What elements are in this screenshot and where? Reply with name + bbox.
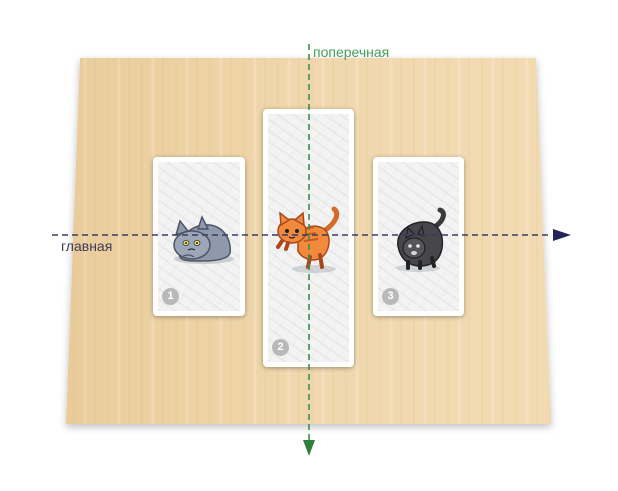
main-axis-label: главная (61, 238, 113, 254)
cross-axis-label: поперечная (313, 44, 390, 60)
item-number-badge: 2 (272, 339, 289, 356)
flex-item-2: 2 (263, 109, 354, 367)
black-cat-bending-icon (396, 207, 446, 272)
flex-item-1: 1 (153, 157, 245, 316)
item-number-badge: 1 (162, 288, 179, 305)
flex-item-3: 3 (373, 157, 464, 316)
orange-cat-jumping-icon (276, 206, 340, 273)
grey-cat-lying-icon (173, 215, 234, 264)
item-number-badge: 3 (382, 288, 399, 305)
